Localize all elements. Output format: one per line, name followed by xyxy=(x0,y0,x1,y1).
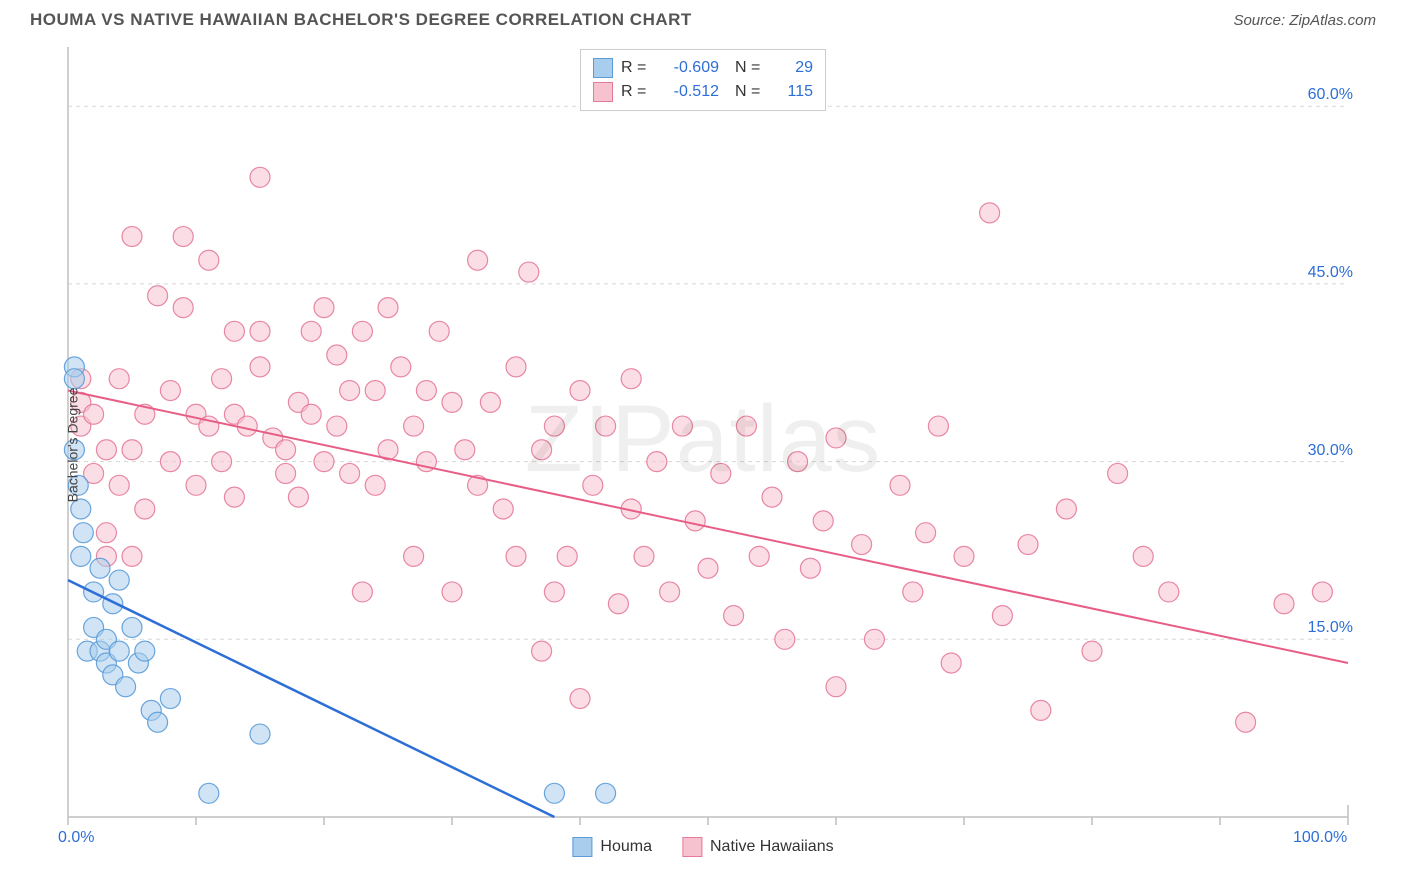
swatch-hawaiian-bottom xyxy=(682,837,702,857)
x-tick-label: 0.0% xyxy=(58,829,94,847)
scatter-plot xyxy=(20,35,1386,855)
y-tick-label: 15.0% xyxy=(1293,619,1353,637)
y-tick-label: 30.0% xyxy=(1293,442,1353,460)
swatch-houma-bottom xyxy=(572,837,592,857)
chart-title: HOUMA VS NATIVE HAWAIIAN BACHELOR'S DEGR… xyxy=(30,10,692,30)
legend-label-houma: Houma xyxy=(600,838,652,856)
chart-source: Source: ZipAtlas.com xyxy=(1233,12,1376,29)
correlation-legend: R = -0.609 N = 29 R = -0.512 N = 115 xyxy=(580,49,826,111)
swatch-houma xyxy=(593,58,613,78)
y-axis-label: Bachelor's Degree xyxy=(64,388,80,503)
n-value-hawaiian: 115 xyxy=(773,80,813,104)
y-tick-label: 60.0% xyxy=(1293,86,1353,104)
series-legend: Houma Native Hawaiians xyxy=(572,837,833,857)
r-value-houma: -0.609 xyxy=(659,56,719,80)
swatch-hawaiian xyxy=(593,82,613,102)
legend-row-hawaiian: R = -0.512 N = 115 xyxy=(593,80,813,104)
chart-container: Bachelor's Degree ZIPatlas R = -0.609 N … xyxy=(20,35,1386,855)
y-tick-label: 45.0% xyxy=(1293,264,1353,282)
n-value-houma: 29 xyxy=(773,56,813,80)
x-tick-label: 100.0% xyxy=(1293,829,1347,847)
legend-row-houma: R = -0.609 N = 29 xyxy=(593,56,813,80)
legend-label-hawaiian: Native Hawaiians xyxy=(710,838,834,856)
r-value-hawaiian: -0.512 xyxy=(659,80,719,104)
legend-item-hawaiian: Native Hawaiians xyxy=(682,837,834,857)
legend-item-houma: Houma xyxy=(572,837,652,857)
